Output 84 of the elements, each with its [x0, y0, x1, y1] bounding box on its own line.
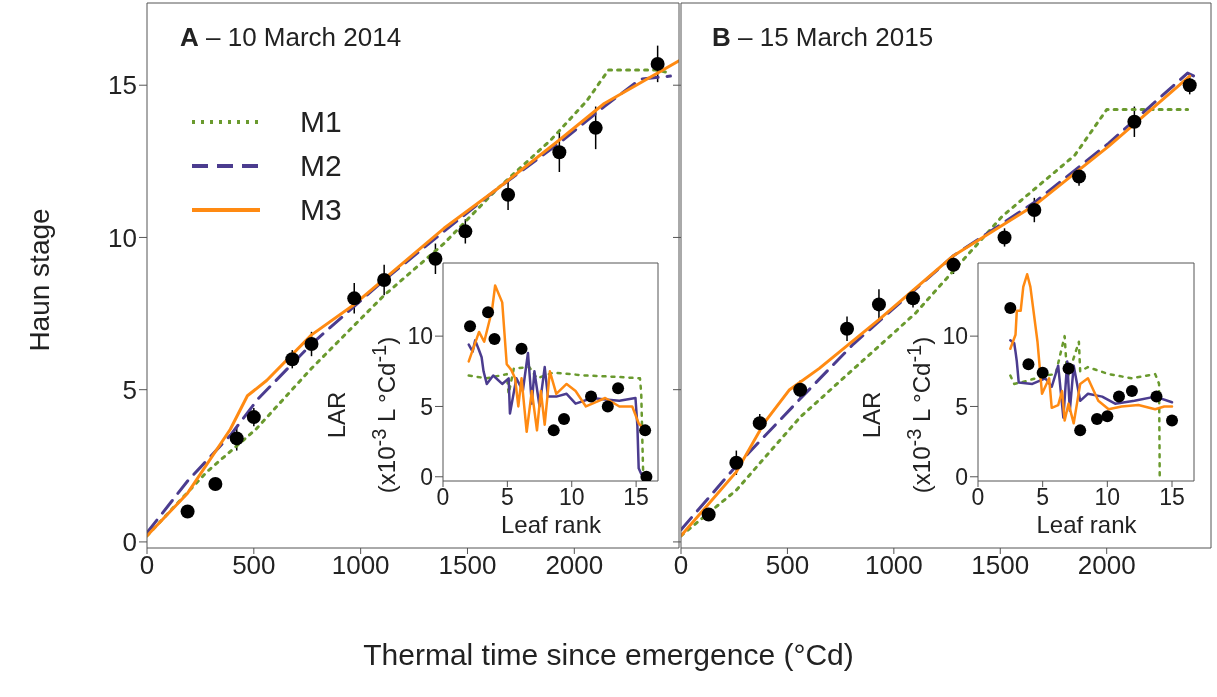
x-tick-label: 0 [673, 550, 689, 581]
y-tick-label: 0 [420, 463, 433, 490]
point [1182, 78, 1197, 93]
point [906, 291, 921, 306]
point [1022, 358, 1035, 371]
point [585, 390, 598, 403]
x-tick-label: 5 [1036, 484, 1050, 511]
x-tick-label: 2000 [545, 550, 604, 581]
point [601, 400, 614, 413]
point [1074, 424, 1087, 437]
point [650, 56, 665, 71]
y-tick-label: 10 [108, 222, 137, 253]
legend-label: M2 [300, 149, 342, 183]
point [488, 332, 501, 345]
x-tick-label: 15 [623, 484, 649, 511]
point [1101, 410, 1114, 423]
text: A – 10 March 2014 [180, 22, 402, 53]
x-axis-title: Thermal time since emergence (°Cd) [362, 638, 855, 672]
y-tick-label: 10 [407, 323, 433, 350]
point [701, 507, 716, 522]
y-tick-label: 0 [955, 463, 968, 490]
point [1127, 114, 1142, 129]
point [997, 230, 1012, 245]
point [552, 145, 567, 160]
x-tick-label: 10 [1094, 484, 1121, 511]
point [482, 306, 495, 319]
y-axis-title: Haun stage [23, 208, 56, 352]
point [946, 257, 961, 272]
x-tick-label: 1000 [864, 550, 923, 581]
y-tick-label: 0 [122, 527, 137, 558]
point [588, 120, 603, 135]
point [1112, 390, 1125, 403]
point [347, 291, 362, 306]
x-tick-label: 500 [232, 550, 276, 581]
point [208, 477, 223, 492]
point [515, 342, 528, 355]
point [871, 297, 886, 312]
text: B – 15 March 2015 [712, 22, 934, 53]
y-tick-label: 15 [108, 70, 137, 101]
point [1027, 203, 1042, 218]
point [640, 470, 653, 481]
point [1072, 169, 1087, 184]
point [180, 504, 195, 519]
point [558, 413, 571, 426]
point [246, 410, 261, 425]
point [1090, 413, 1103, 426]
point [458, 224, 473, 239]
y-tick-label: 5 [955, 393, 968, 420]
x-tick-label: 1500 [438, 550, 497, 581]
y-tick-label: 5 [122, 374, 137, 405]
point [304, 337, 319, 352]
x-tick-label: 15 [1159, 484, 1185, 511]
point [501, 187, 516, 202]
x-tick-label: 1500 [971, 550, 1030, 581]
point [639, 424, 652, 437]
point [285, 352, 300, 367]
point [229, 431, 244, 446]
x-tick-label: 10 [558, 484, 585, 511]
x-axis-title: Leaf rank [1035, 511, 1138, 539]
x-tick-label: 500 [765, 550, 810, 581]
point [1125, 384, 1138, 397]
line-series [1009, 334, 1161, 479]
point [840, 321, 855, 336]
point [1036, 366, 1049, 379]
legend-label: M1 [300, 105, 342, 139]
y-tick-label: 5 [420, 393, 433, 420]
point [1166, 414, 1179, 427]
point [752, 416, 767, 431]
point [428, 251, 443, 266]
point [1004, 302, 1017, 315]
point [1150, 390, 1163, 403]
x-axis-title: Leaf rank [499, 511, 603, 539]
x-tick-label: 1000 [331, 550, 390, 581]
x-tick-label: 2000 [1077, 550, 1136, 581]
point [1062, 362, 1075, 375]
point [547, 424, 560, 437]
x-tick-label: 5 [500, 484, 514, 511]
legend-label: M3 [300, 193, 342, 227]
point [793, 382, 808, 397]
point [377, 273, 392, 288]
point [729, 455, 744, 470]
y-tick-label: 10 [942, 323, 968, 350]
point [612, 382, 625, 395]
point [464, 320, 477, 333]
